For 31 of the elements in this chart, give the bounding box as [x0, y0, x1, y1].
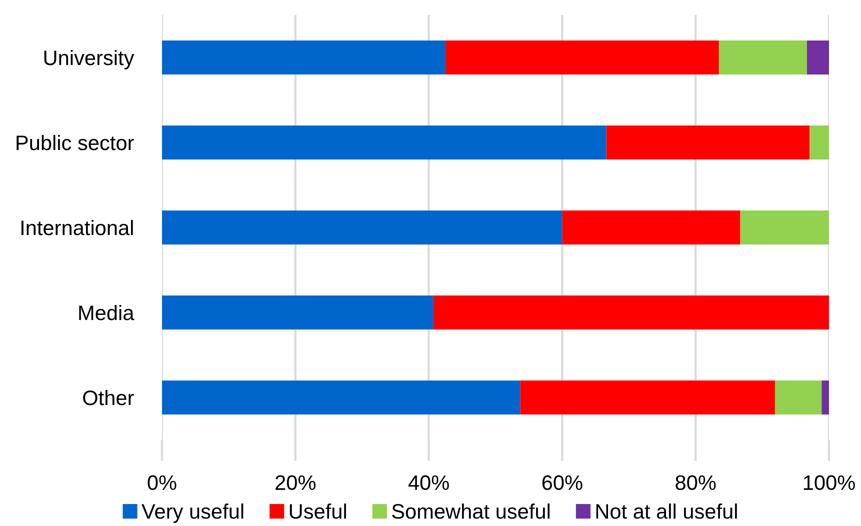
y-tick-label: Public sector [16, 134, 134, 150]
bar [562, 210, 740, 244]
x-tick-label: 0% [148, 475, 176, 490]
bar [433, 296, 829, 330]
bar [162, 380, 520, 414]
bar [718, 40, 807, 74]
y-tick-label: International [21, 220, 133, 236]
bar [740, 210, 829, 244]
legend-label: Not at all useful [596, 504, 737, 519]
y-tick-label: University [44, 50, 134, 70]
bar [520, 380, 775, 414]
legend-label: Somewhat useful [392, 504, 550, 519]
bar [774, 380, 822, 414]
y-tick-label: Media [79, 304, 134, 320]
bar [810, 126, 829, 160]
x-tick-label: 40% [408, 475, 449, 490]
bar [806, 40, 829, 74]
bar [162, 210, 562, 244]
bar [162, 126, 606, 160]
bar [162, 296, 434, 330]
x-tick-label: 60% [542, 475, 582, 490]
bar [162, 40, 446, 74]
bar [606, 126, 810, 160]
y-tick-label: Other [83, 390, 134, 406]
bar [445, 40, 719, 74]
x-tick-label: 20% [276, 475, 316, 490]
legend-label: Useful [290, 504, 346, 519]
legend-label: Very useful [142, 504, 244, 523]
x-tick-label: 80% [676, 475, 716, 490]
x-tick-label: 100% [804, 475, 855, 490]
bar [822, 380, 829, 414]
